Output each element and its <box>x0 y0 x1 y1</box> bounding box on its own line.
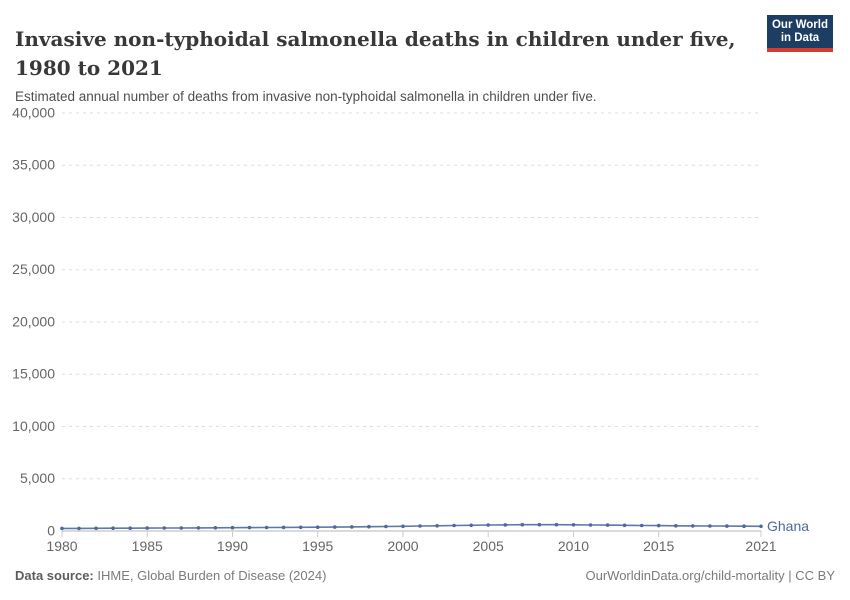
data-point[interactable] <box>435 524 439 528</box>
owid-logo-line1: Our World <box>771 18 828 31</box>
data-point[interactable] <box>725 524 729 528</box>
data-point[interactable] <box>315 525 320 529</box>
data-line-ghana[interactable] <box>62 523 762 530</box>
line-chart-canvas[interactable]: 0 5,000 10,000 15,000 20,000 25,000 30,000 35,0… <box>0 100 850 560</box>
data-point[interactable] <box>247 525 252 530</box>
data-source: Data source: IHME, Global Burden of Dise… <box>15 568 326 583</box>
data-source-label: Data source: <box>15 568 94 583</box>
footer-url-link[interactable]: OurWorldinData.org/child-mortality <box>585 568 785 583</box>
data-source-value: IHME, Global Burden of Disease (2024) <box>93 568 327 583</box>
data-point[interactable] <box>281 525 286 530</box>
x-tick-label: 2005 <box>473 538 504 554</box>
data-point[interactable] <box>77 526 81 531</box>
data-point[interactable] <box>622 523 627 528</box>
x-tick-label: 1980 <box>46 538 77 554</box>
x-tick-label: 1995 <box>302 538 333 554</box>
data-point[interactable] <box>230 525 235 530</box>
x-tick-label: 2015 <box>643 538 674 554</box>
y-tick-label: 0 <box>47 522 55 538</box>
data-point[interactable] <box>111 526 115 530</box>
owid-logo[interactable]: Our World in Data <box>767 15 833 52</box>
x-tick-label: 1985 <box>132 538 163 554</box>
y-tick-label: 15,000 <box>12 366 55 382</box>
y-tick-label: 30,000 <box>12 209 55 225</box>
data-point[interactable] <box>520 522 525 527</box>
data-point[interactable] <box>418 524 422 528</box>
data-point[interactable] <box>656 523 661 528</box>
data-point[interactable] <box>759 524 763 529</box>
footer-license-link[interactable]: CC BY <box>795 568 835 583</box>
chart-title: Invasive non-typhoidal salmonella deaths… <box>15 27 736 81</box>
data-point[interactable] <box>333 525 337 529</box>
data-point[interactable] <box>708 524 712 528</box>
data-point[interactable] <box>384 524 388 529</box>
chart-subtitle: Estimated annual number of deaths from i… <box>15 88 597 104</box>
data-point[interactable] <box>162 526 167 530</box>
chart-footer: Data source: IHME, Global Burden of Dise… <box>15 568 835 583</box>
y-tick-label: 10,000 <box>12 418 55 434</box>
data-point[interactable] <box>350 525 354 529</box>
data-point[interactable] <box>742 524 746 528</box>
data-point[interactable] <box>367 524 371 529</box>
data-point[interactable] <box>264 525 269 530</box>
y-tick-label: 40,000 <box>12 104 55 120</box>
owid-logo-line2: in Data <box>780 31 820 44</box>
data-point[interactable] <box>588 523 593 527</box>
x-tick-label: 1990 <box>217 538 248 554</box>
x-tick-label: 2021 <box>745 538 776 554</box>
data-point[interactable] <box>571 523 576 527</box>
data-point[interactable] <box>60 526 64 531</box>
data-point[interactable] <box>298 525 303 530</box>
footer-separator: | <box>784 568 796 583</box>
data-point[interactable] <box>179 526 184 530</box>
data-point[interactable] <box>605 523 610 527</box>
data-point[interactable] <box>94 526 98 531</box>
x-tick-label: 2000 <box>387 538 418 554</box>
y-tick-label: 35,000 <box>12 157 55 173</box>
data-point[interactable] <box>639 523 644 528</box>
footer-credits: OurWorldinData.org/child-mortality | CC … <box>585 568 835 583</box>
data-point[interactable] <box>554 522 559 527</box>
x-tick-label: 2010 <box>558 538 589 554</box>
y-tick-label: 5,000 <box>20 470 55 486</box>
y-tick-label: 25,000 <box>12 261 55 277</box>
data-point[interactable] <box>196 526 201 530</box>
data-point[interactable] <box>486 523 491 527</box>
data-point[interactable] <box>128 526 132 530</box>
y-tick-label: 20,000 <box>12 313 55 329</box>
data-point[interactable] <box>213 526 218 530</box>
data-point[interactable] <box>674 524 678 528</box>
data-point[interactable] <box>452 523 456 528</box>
data-point[interactable] <box>503 523 508 527</box>
data-point[interactable] <box>469 523 474 528</box>
data-point[interactable] <box>401 524 405 529</box>
series-label-ghana[interactable]: Ghana <box>767 518 809 534</box>
data-point[interactable] <box>691 524 695 528</box>
data-point[interactable] <box>537 522 542 527</box>
data-point[interactable] <box>145 526 149 530</box>
